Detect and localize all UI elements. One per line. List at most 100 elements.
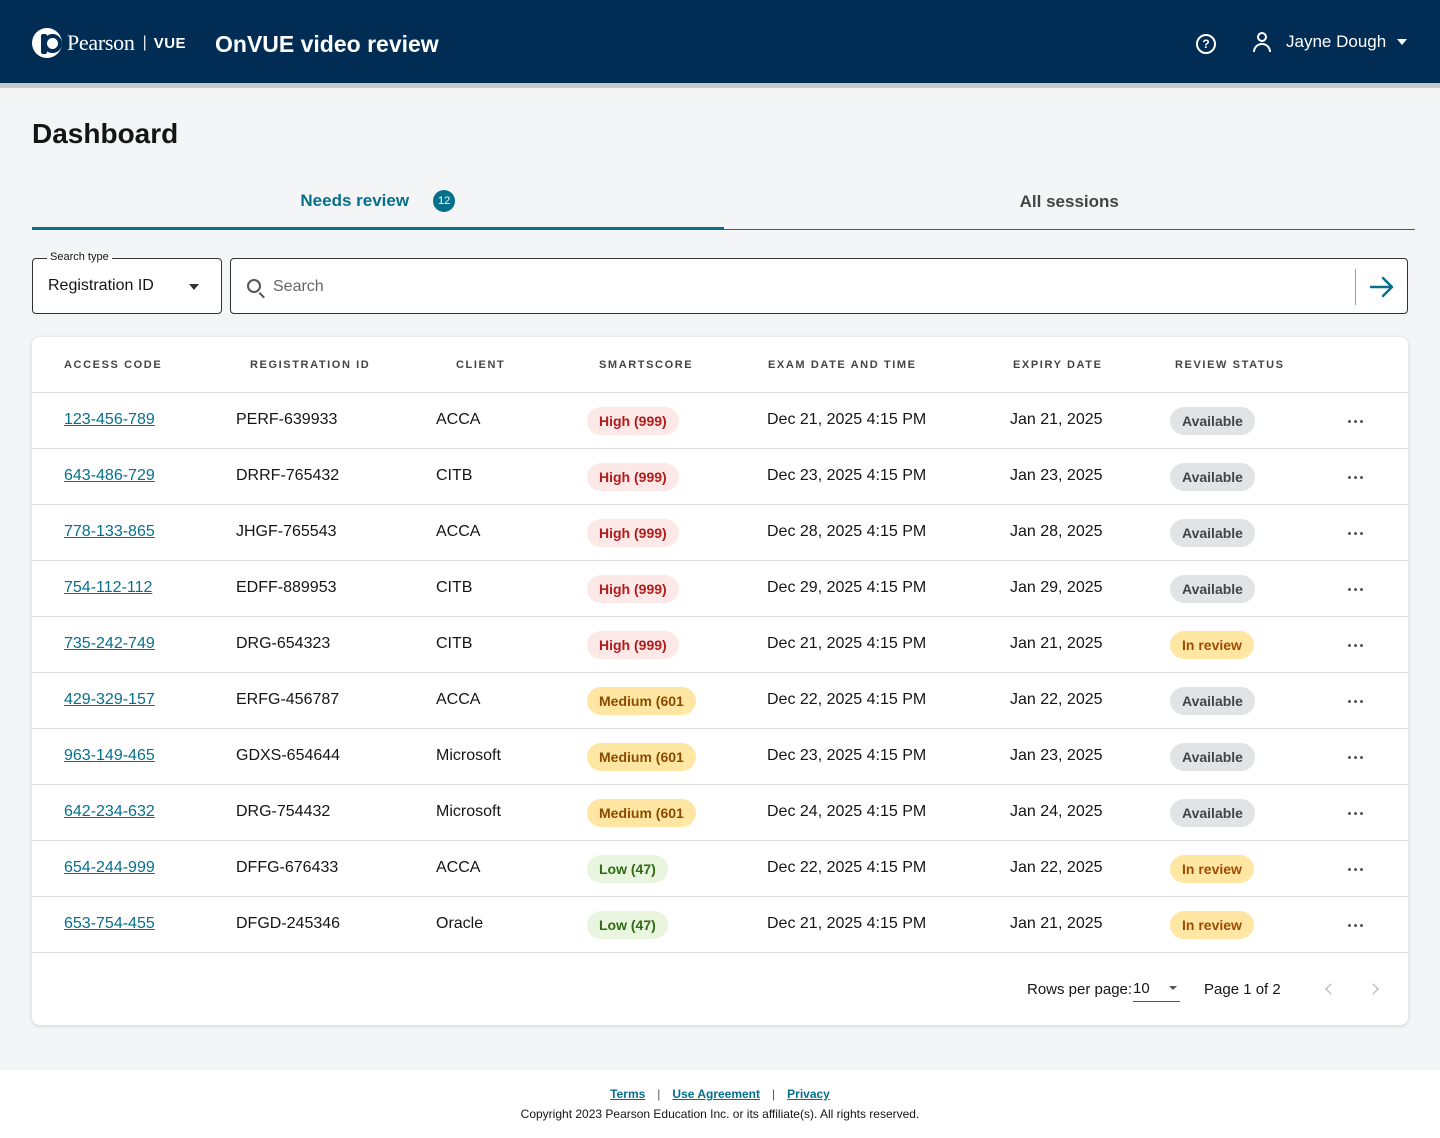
status-badge: Available [1170,519,1255,547]
table-row[interactable]: 778-133-865 JHGF-765543 ACCA Dec 28, 2025 4… [32,505,1408,561]
status-badge: In review [1170,855,1254,883]
table-row[interactable]: 429-329-157 ERFG-456787 ACCA Dec 22, 2025 4… [32,673,1408,729]
column-header-client[interactable]: CLIENT [456,359,506,371]
table-row[interactable]: 754-112-112 EDFF-889953 CITB Dec 29, 2025 4… [32,561,1408,617]
user-menu[interactable]: Jayne Dough [1252,30,1408,54]
sessions-table: ACCESS CODE REGISTRATION ID CLIENT SMART… [32,337,1408,1025]
more-icon[interactable] [1348,532,1363,535]
search-submit-button[interactable] [1355,269,1407,305]
access-code-link[interactable]: 963-149-465 [64,747,155,764]
user-name: Jayne Dough [1286,32,1387,51]
rows-per-page-value: 10 [1133,980,1150,997]
footer-separator: | [772,1087,776,1101]
table-row[interactable]: 653-754-455 DFGD-245346 Oracle Dec 21, 2025… [32,897,1408,953]
chevron-left-icon [1325,983,1337,995]
registration-id: EDFF-889953 [236,579,337,596]
registration-id: DFFG-676433 [236,859,339,876]
table-header: ACCESS CODE REGISTRATION ID CLIENT SMART… [32,337,1408,393]
registration-id: GDXS-654644 [236,747,341,764]
smartscore-badge: Medium (601 [587,743,696,771]
table-row[interactable]: 643-486-729 DRRF-765432 CITB Dec 23, 2025 4… [32,449,1408,505]
client: Oracle [436,915,484,932]
table-row[interactable]: 654-244-999 DFFG-676433 ACCA Dec 22, 2025 4… [32,841,1408,897]
client: CITB [436,579,473,596]
page-title: Dashboard [32,118,179,149]
smartscore-badge: High (999) [587,631,679,659]
smartscore-badge: Medium (601 [587,687,696,715]
client: CITB [436,635,473,652]
rows-per-page-select[interactable]: 10 [1133,978,1180,1002]
previous-page-button[interactable] [1324,980,1338,998]
tab-all-sessions[interactable]: All sessions [724,178,1416,229]
expiry-date: Jan 23, 2025 [1010,467,1103,484]
access-code-link[interactable]: 429-329-157 [64,691,155,708]
exam-date: Dec 21, 2025 4:15 PM [767,915,927,932]
access-code-link[interactable]: 735-242-749 [64,635,155,652]
registration-id: DFGD-245346 [236,915,341,932]
exam-date: Dec 29, 2025 4:15 PM [767,579,927,596]
more-icon[interactable] [1348,924,1363,927]
column-header-smartscore[interactable]: SMARTSCORE [599,359,694,371]
registration-id: DRG-654323 [236,635,331,652]
search-type-select[interactable]: Search type Registration ID [32,251,222,314]
table-row[interactable]: 123-456-789 PERF-639933 ACCA Dec 21, 2025 4… [32,393,1408,449]
registration-id: ERFG-456787 [236,691,340,708]
next-page-button[interactable] [1366,980,1380,998]
more-icon[interactable] [1348,588,1363,591]
table-row[interactable]: 735-242-749 DRG-654323 CITB Dec 21, 2025 4:… [32,617,1408,673]
help-icon[interactable]: ? [1196,34,1216,54]
column-header-registration-id[interactable]: REGISTRATION ID [250,359,371,371]
more-icon[interactable] [1348,812,1363,815]
column-header-review-status[interactable]: REVIEW STATUS [1175,359,1285,371]
status-badge: Available [1170,463,1255,491]
copyright: Copyright 2023 Pearson Education Inc. or… [520,1107,920,1121]
more-icon[interactable] [1348,644,1363,647]
client: ACCA [436,691,481,708]
access-code-link[interactable]: 123-456-789 [64,411,155,428]
access-code-link[interactable]: 653-754-455 [64,915,155,932]
expiry-date: Jan 28, 2025 [1010,523,1103,540]
chevron-down-icon [1397,39,1408,45]
search-icon [247,279,261,293]
status-badge: Available [1170,407,1255,435]
access-code-link[interactable]: 643-486-729 [64,467,155,484]
exam-date: Dec 21, 2025 4:15 PM [767,411,927,428]
tab-needs-review[interactable]: Needs review 12 [32,178,724,230]
column-header-expiry-date[interactable]: EXPIRY DATE [1013,359,1103,371]
access-code-link[interactable]: 754-112-112 [64,579,153,596]
more-icon[interactable] [1348,868,1363,871]
rows-per-page-label: Rows per page: [1027,981,1133,998]
registration-id: DRG-754432 [236,803,331,820]
brand-name: Pearson [67,30,135,55]
exam-date: Dec 23, 2025 4:15 PM [767,747,927,764]
search-input[interactable] [273,273,1333,301]
access-code-link[interactable]: 642-234-632 [64,803,155,820]
pearson-logo[interactable]: Pearson | VUE [32,28,186,58]
status-badge: Available [1170,687,1255,715]
client: ACCA [436,859,481,876]
use-agreement-link[interactable]: Use Agreement [672,1087,761,1101]
privacy-link[interactable]: Privacy [787,1087,830,1101]
more-icon[interactable] [1348,476,1363,479]
more-icon[interactable] [1348,420,1363,423]
table-row[interactable]: 963-149-465 GDXS-654644 Microsoft Dec 23, 2… [32,729,1408,785]
expiry-date: Jan 21, 2025 [1010,915,1103,932]
more-icon[interactable] [1348,756,1363,759]
app-title: OnVUE video review [215,31,439,57]
access-code-link[interactable]: 654-244-999 [64,859,155,876]
smartscore-badge: High (999) [587,575,679,603]
column-header-access-code[interactable]: ACCESS CODE [64,359,163,371]
brand-separator: | [142,34,147,51]
terms-link[interactable]: Terms [610,1087,646,1101]
client: Microsoft [436,803,501,820]
table-row[interactable]: 642-234-632 DRG-754432 Microsoft Dec 24, 20… [32,785,1408,841]
status-badge: In review [1170,911,1254,939]
pearson-logo-icon [32,28,62,58]
column-header-exam-date[interactable]: EXAM DATE AND TIME [768,359,917,371]
arrow-right-icon [1369,276,1393,298]
more-icon[interactable] [1348,700,1363,703]
expiry-date: Jan 21, 2025 [1010,411,1103,428]
expiry-date: Jan 24, 2025 [1010,803,1103,820]
registration-id: DRRF-765432 [236,467,340,484]
access-code-link[interactable]: 778-133-865 [64,523,155,540]
